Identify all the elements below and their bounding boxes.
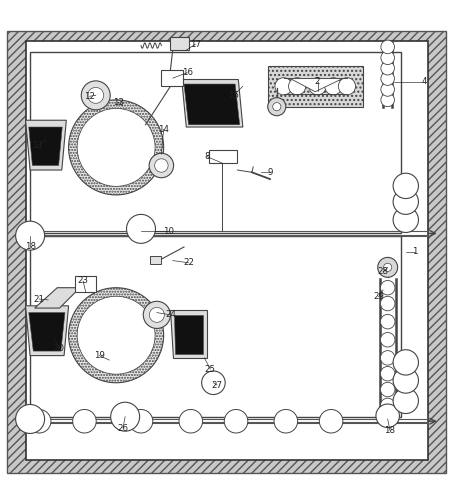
Circle shape [380, 332, 395, 347]
Circle shape [69, 288, 163, 383]
Bar [25, 41, 428, 460]
Text: 9: 9 [267, 168, 273, 177]
Polygon shape [170, 310, 207, 358]
Text: 24: 24 [165, 310, 176, 319]
Polygon shape [29, 312, 65, 351]
Circle shape [393, 350, 419, 375]
Circle shape [273, 103, 281, 111]
Circle shape [73, 409, 96, 433]
Text: 18: 18 [385, 426, 395, 435]
Circle shape [155, 159, 168, 172]
Bar [150, 256, 161, 264]
Circle shape [378, 258, 398, 277]
Bar [30, 52, 401, 233]
Text: 12: 12 [84, 92, 95, 101]
Polygon shape [25, 306, 69, 356]
Circle shape [149, 307, 164, 322]
Text: 16: 16 [182, 68, 192, 77]
Circle shape [88, 88, 104, 103]
Circle shape [69, 100, 163, 195]
Circle shape [289, 77, 306, 95]
Text: 17: 17 [190, 40, 201, 49]
Bar [268, 66, 363, 107]
Circle shape [380, 281, 395, 295]
Text: 26: 26 [118, 424, 128, 433]
Circle shape [202, 371, 225, 394]
Circle shape [77, 109, 155, 187]
Text: 21: 21 [34, 295, 44, 303]
Circle shape [274, 409, 298, 433]
Circle shape [393, 173, 419, 199]
Polygon shape [184, 84, 240, 125]
Bar [209, 150, 237, 163]
Circle shape [111, 402, 140, 431]
Text: 27: 27 [212, 381, 222, 389]
Circle shape [127, 214, 155, 243]
Circle shape [393, 189, 419, 214]
Circle shape [393, 368, 419, 393]
Circle shape [384, 263, 392, 272]
Circle shape [129, 409, 153, 433]
Polygon shape [35, 288, 80, 308]
Bar [161, 70, 183, 87]
Circle shape [381, 82, 395, 96]
Circle shape [268, 98, 286, 116]
Circle shape [381, 72, 395, 86]
Text: 13: 13 [113, 98, 124, 107]
Circle shape [380, 398, 395, 412]
Circle shape [381, 93, 395, 107]
Text: 4: 4 [421, 77, 427, 87]
Text: 8: 8 [204, 152, 209, 161]
Circle shape [376, 404, 400, 428]
Bar [170, 37, 189, 50]
Circle shape [380, 351, 395, 365]
Circle shape [143, 301, 170, 328]
Polygon shape [182, 79, 243, 127]
Text: 18: 18 [25, 242, 35, 252]
Text: 14: 14 [158, 125, 169, 134]
Circle shape [381, 51, 395, 64]
Circle shape [381, 61, 395, 75]
Polygon shape [173, 315, 203, 354]
Circle shape [380, 296, 395, 311]
Circle shape [275, 77, 292, 95]
Polygon shape [291, 78, 342, 92]
Circle shape [149, 153, 173, 178]
Circle shape [338, 77, 355, 95]
Text: 29: 29 [373, 292, 384, 301]
Text: 19: 19 [94, 351, 105, 360]
Text: 28: 28 [378, 268, 389, 276]
Circle shape [81, 81, 110, 110]
Circle shape [224, 409, 248, 433]
Text: 23: 23 [78, 277, 89, 285]
Bar [75, 276, 96, 292]
Circle shape [393, 388, 419, 413]
Text: 22: 22 [183, 259, 194, 267]
Circle shape [77, 296, 155, 374]
Circle shape [393, 207, 419, 232]
Text: 11: 11 [32, 141, 43, 149]
Text: 2: 2 [315, 77, 320, 87]
Text: 10: 10 [163, 227, 174, 235]
Circle shape [309, 77, 326, 95]
Circle shape [27, 409, 51, 433]
Circle shape [179, 409, 202, 433]
Circle shape [325, 77, 342, 95]
Circle shape [319, 409, 343, 433]
Circle shape [380, 382, 395, 397]
Polygon shape [29, 127, 62, 165]
Circle shape [15, 221, 44, 250]
Circle shape [380, 367, 395, 381]
Circle shape [381, 40, 395, 54]
Text: 15: 15 [228, 91, 239, 100]
Bar [30, 236, 401, 416]
Text: 20: 20 [53, 345, 64, 353]
Polygon shape [25, 120, 66, 170]
Text: 25: 25 [205, 365, 216, 374]
Circle shape [15, 404, 44, 434]
Text: 1: 1 [412, 247, 418, 256]
Circle shape [380, 314, 395, 329]
